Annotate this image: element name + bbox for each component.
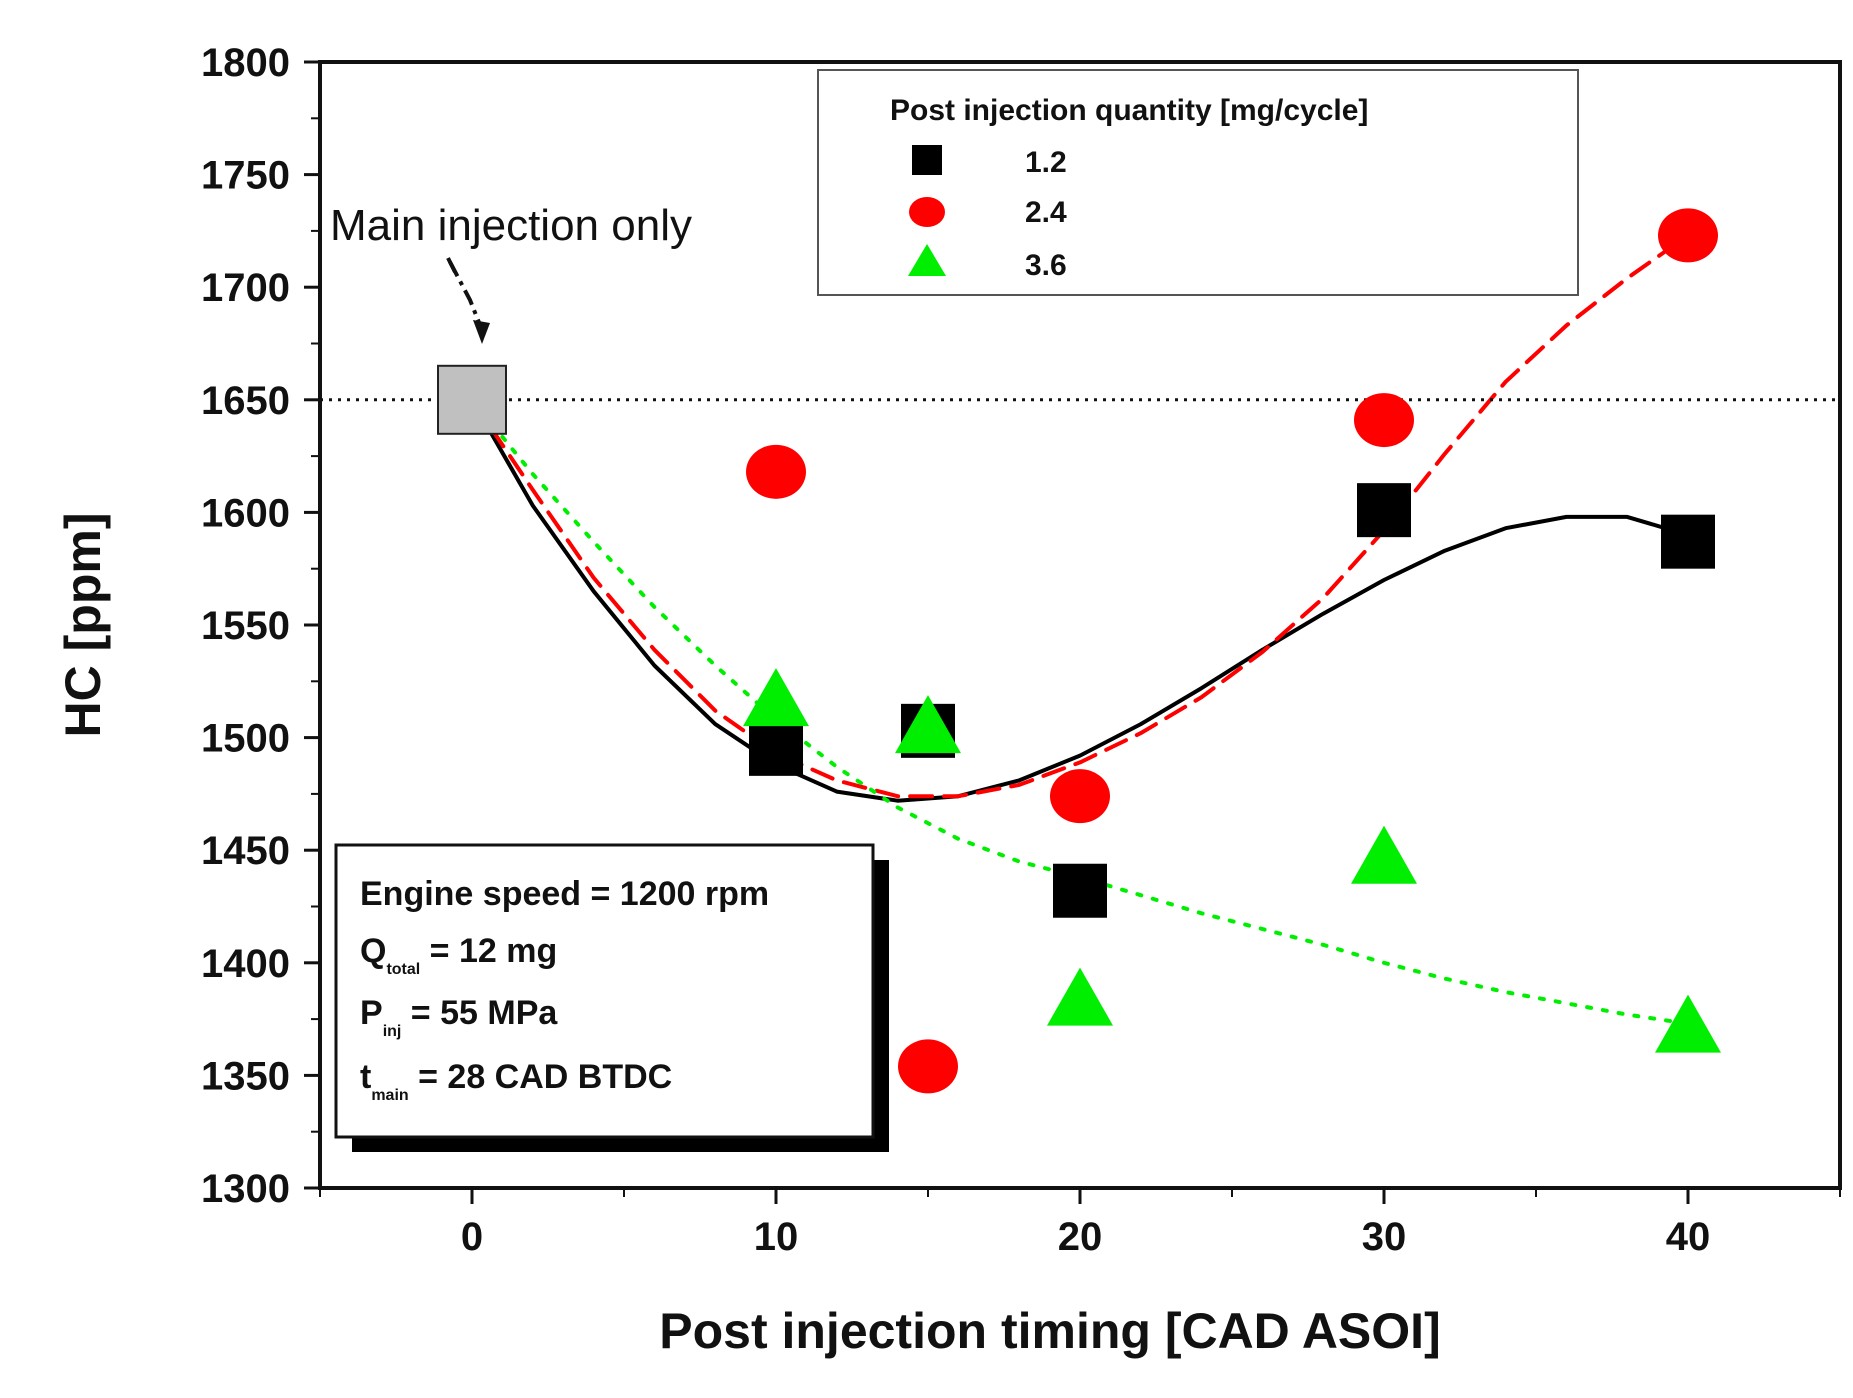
legend-marker-circle: [909, 197, 945, 227]
y-tick-label: 1300: [201, 1167, 290, 1211]
legend-label-series-1: 1.2: [1025, 146, 1067, 179]
legend-marker-square: [912, 145, 942, 175]
marker-square: [749, 721, 803, 776]
marker-circle: [898, 1039, 958, 1094]
data-markers: [743, 208, 1721, 1094]
marker-triangle: [895, 695, 961, 754]
marker-circle: [746, 444, 806, 499]
info-q-total: Qtotal = 12 mg: [360, 932, 557, 978]
y-tick-label: 1700: [201, 266, 290, 310]
fit-curve-1.2: [470, 397, 1690, 803]
marker-triangle: [1047, 967, 1113, 1026]
x-tick-label: 30: [1362, 1215, 1407, 1259]
legend-box: [817, 69, 1579, 296]
marker-triangle: [1351, 825, 1417, 884]
marker-circle: [1658, 208, 1718, 263]
legend: Post injection quantity [mg/cycle] 1.2 2…: [817, 69, 1579, 296]
info-p-inj: Pinj = 55 MPa: [360, 994, 558, 1040]
x-tick-label: 0: [461, 1215, 483, 1259]
marker-circle: [1354, 393, 1414, 448]
y-tick-label: 1800: [201, 41, 290, 85]
y-tick-label: 1450: [201, 829, 290, 873]
annotation-arrowhead: [473, 320, 490, 344]
y-tick-label: 1550: [201, 604, 290, 648]
marker-square: [1357, 483, 1411, 538]
marker-triangle: [1655, 994, 1721, 1053]
baseline-marker: [437, 364, 507, 435]
engine-conditions-box: Engine speed = 1200 rpm Qtotal = 12 mg P…: [334, 843, 889, 1152]
marker-triangle: [743, 668, 809, 727]
marker-square: [1661, 514, 1715, 569]
annotation-arrow-tail: [446, 257, 457, 273]
y-tick-label: 1350: [201, 1054, 290, 1098]
marker-circle: [1050, 769, 1110, 824]
marker-square: [1053, 863, 1107, 918]
info-t-main: tmain = 28 CAD BTDC: [360, 1058, 672, 1104]
x-axis-title: Post injection timing [CAD ASOI]: [659, 1303, 1440, 1359]
x-tick-label: 40: [1666, 1215, 1711, 1259]
legend-marker-triangle: [908, 244, 946, 276]
fit-curve-2.4: [470, 233, 1690, 799]
main-injection-annotation: Main injection only: [330, 201, 692, 250]
legend-label-series-2: 2.4: [1025, 196, 1067, 229]
y-tick-label: 1600: [201, 491, 290, 535]
info-box: [334, 843, 875, 1139]
y-tick-label: 1500: [201, 717, 290, 761]
legend-title: Post injection quantity [mg/cycle]: [890, 94, 1368, 127]
y-axis-title: HC [ppm]: [55, 513, 111, 738]
axis-ticks: 1300 1350 1400 1450 1500 1550 1600 1650 1700 1750…: [201, 41, 1841, 1259]
info-engine-speed: Engine speed = 1200 rpm: [360, 875, 769, 913]
y-tick-label: 1400: [201, 942, 290, 986]
legend-label-series-3: 3.6: [1025, 249, 1067, 282]
x-tick-label: 20: [1058, 1215, 1103, 1259]
x-tick-label: 10: [754, 1215, 799, 1259]
annotation-arrow: [448, 261, 482, 326]
y-tick-label: 1750: [201, 154, 290, 198]
y-tick-label: 1650: [201, 379, 290, 423]
baseline-layer: [320, 364, 1840, 435]
